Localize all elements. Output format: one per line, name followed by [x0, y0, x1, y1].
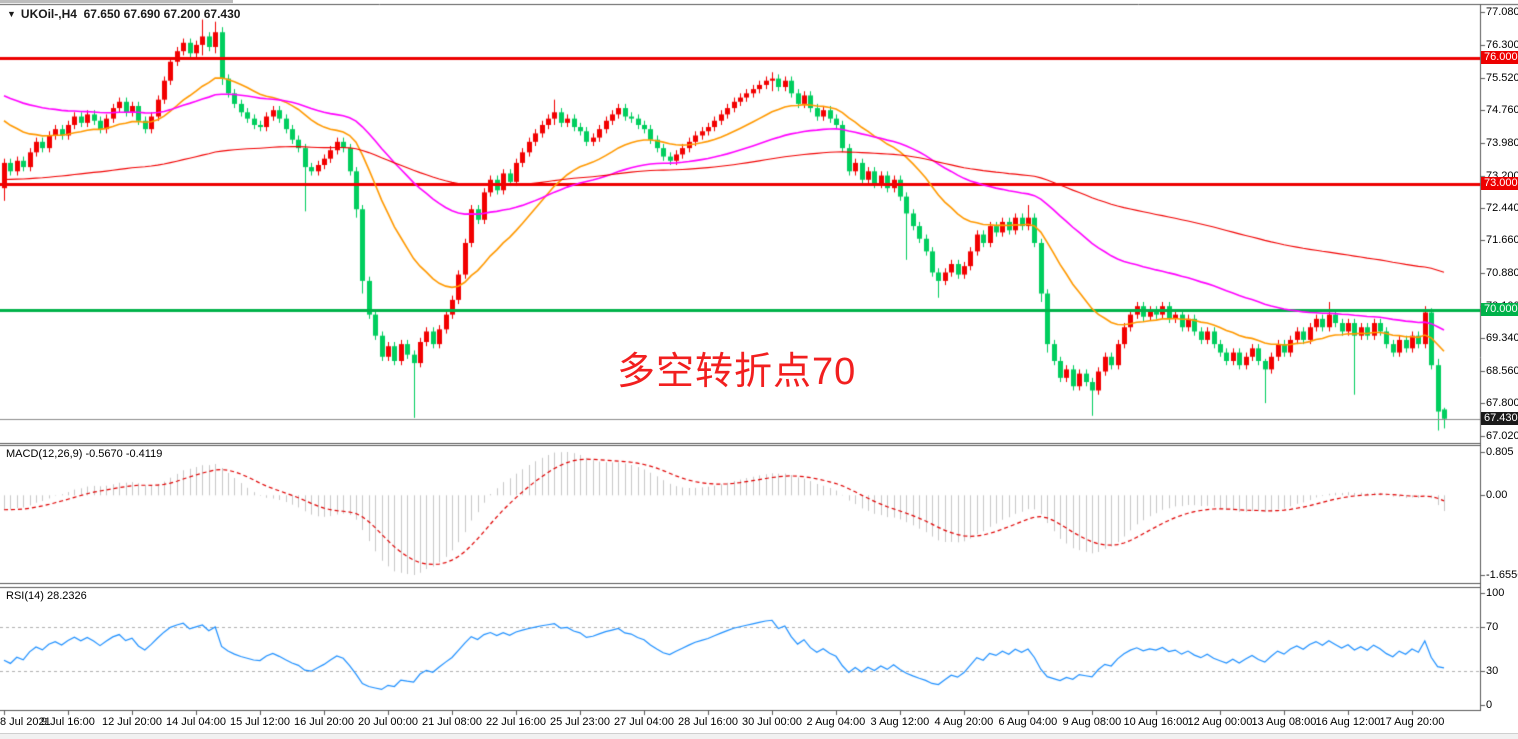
- chart-title: ▼ UKOil-,H4 67.650 67.690 67.200 67.430: [7, 7, 240, 21]
- rsi-axis-label: 70: [1486, 621, 1499, 633]
- time-axis-label: 6 Aug 04:00: [998, 716, 1058, 728]
- time-axis-label: 9 Aug 08:00: [1062, 716, 1122, 728]
- macd-axis-label: 0.00: [1486, 489, 1508, 501]
- price-axis-label: 72.440: [1486, 202, 1518, 214]
- price-axis-label: 73.980: [1486, 137, 1518, 149]
- price-axis-label: 76.300: [1486, 39, 1518, 51]
- time-axis-label: 21 Jul 08:00: [422, 716, 482, 728]
- time-axis-label: 22 Jul 16:00: [486, 716, 546, 728]
- time-axis-label: 28 Jul 16:00: [678, 716, 738, 728]
- horizontal-scroll-strip[interactable]: [0, 733, 1518, 739]
- price-level-badge-76[interactable]: 76.000: [1481, 51, 1518, 64]
- price-axis-label: 67.020: [1486, 430, 1518, 442]
- macd-indicator-label: MACD(12,26,9) -0.5670 -0.4119: [6, 448, 163, 460]
- price-axis-label: 67.800: [1486, 397, 1518, 409]
- macd-axis-label: 0.805: [1486, 446, 1514, 458]
- rsi-axis-label: 100: [1486, 587, 1505, 599]
- last-price-badge: 67.430: [1481, 412, 1518, 425]
- price-axis-label: 74.760: [1486, 104, 1518, 116]
- time-axis-label: 20 Jul 00:00: [358, 716, 418, 728]
- chart-text-annotation[interactable]: 多空转折点70: [617, 351, 857, 393]
- macd-axis-label: -1.6556: [1486, 569, 1518, 581]
- price-axis-label: 68.560: [1486, 365, 1518, 377]
- rsi-indicator-label: RSI(14) 28.2326: [6, 590, 87, 602]
- time-axis-label: 8 Jul 2021: [0, 716, 51, 728]
- rsi-axis-label: 0: [1486, 699, 1493, 711]
- time-axis-label: 16 Aug 12:00: [1315, 716, 1381, 728]
- symbol-period-label: UKOil-,H4: [20, 7, 77, 21]
- time-axis-label: 27 Jul 04:00: [614, 716, 674, 728]
- price-axis-label: 70.880: [1486, 267, 1518, 279]
- price-level-badge-70[interactable]: 70.000: [1481, 303, 1518, 316]
- price-axis-label: 77.080: [1486, 6, 1518, 18]
- time-axis-label: 9 Jul 16:00: [41, 716, 95, 728]
- rsi-axis-label: 30: [1486, 665, 1499, 677]
- price-level-badge-73[interactable]: 73.000: [1481, 177, 1518, 190]
- time-axis-label: 17 Aug 20:00: [1379, 716, 1445, 728]
- time-axis-label: 2 Aug 04:00: [806, 716, 866, 728]
- price-axis-label: 75.520: [1486, 72, 1518, 84]
- price-axis-label: 69.340: [1486, 332, 1518, 344]
- time-axis-label: 12 Aug 00:00: [1187, 716, 1253, 728]
- time-axis-label: 30 Jul 00:00: [742, 716, 802, 728]
- time-axis-label: 12 Jul 20:00: [102, 716, 162, 728]
- time-axis-label: 16 Jul 20:00: [294, 716, 354, 728]
- symbol-dropdown-icon[interactable]: ▼: [7, 9, 16, 19]
- time-axis-label: 15 Jul 12:00: [230, 716, 290, 728]
- price-axis-label: 71.660: [1486, 234, 1518, 246]
- time-axis-label: 14 Jul 04:00: [166, 716, 226, 728]
- time-axis-label: 13 Aug 08:00: [1251, 716, 1317, 728]
- time-axis-label: 25 Jul 23:00: [550, 716, 610, 728]
- time-axis-label: 3 Aug 12:00: [870, 716, 930, 728]
- window-edge-tab: [0, 0, 233, 3]
- time-axis-label: 10 Aug 16:00: [1123, 716, 1189, 728]
- time-axis-label: 4 Aug 20:00: [934, 716, 994, 728]
- ohlc-readout: 67.650 67.690 67.200 67.430: [83, 7, 241, 21]
